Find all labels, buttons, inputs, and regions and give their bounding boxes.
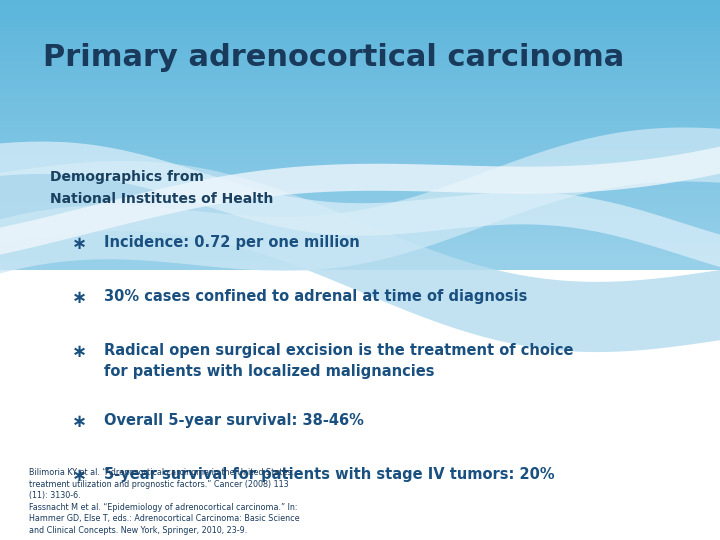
Text: ∗: ∗ xyxy=(72,235,87,253)
Bar xyxy=(0,168,720,176)
Bar xyxy=(0,310,720,317)
Bar xyxy=(0,276,720,284)
Bar xyxy=(0,324,720,330)
Bar xyxy=(0,249,720,256)
Bar xyxy=(0,195,720,202)
Bar xyxy=(0,486,720,492)
Text: 5-year survival for patients with stage IV tumors: 20%: 5-year survival for patients with stage … xyxy=(104,467,555,482)
Polygon shape xyxy=(0,141,720,267)
Bar xyxy=(0,237,720,243)
Bar xyxy=(0,27,720,33)
Bar xyxy=(0,243,720,249)
Bar xyxy=(0,108,720,115)
Bar xyxy=(0,148,720,156)
Bar xyxy=(0,492,720,500)
Polygon shape xyxy=(0,161,720,352)
Bar xyxy=(0,222,720,230)
Bar xyxy=(0,263,720,270)
Bar xyxy=(0,209,720,216)
Bar xyxy=(0,411,720,418)
Text: Primary adrenocortical carcinoma: Primary adrenocortical carcinoma xyxy=(43,43,624,72)
Bar xyxy=(0,345,720,351)
Bar xyxy=(0,507,720,513)
Bar xyxy=(0,128,720,135)
Bar xyxy=(0,303,720,310)
Bar xyxy=(0,384,720,391)
Polygon shape xyxy=(0,127,720,273)
Bar xyxy=(0,202,720,209)
Bar xyxy=(0,81,720,87)
Bar xyxy=(0,432,720,438)
Text: 30% cases confined to adrenal at time of diagnosis: 30% cases confined to adrenal at time of… xyxy=(104,289,528,304)
Bar xyxy=(0,472,720,480)
Bar xyxy=(0,399,720,405)
Bar xyxy=(0,162,720,168)
Bar xyxy=(0,74,720,81)
Bar xyxy=(0,500,720,507)
Bar xyxy=(0,330,720,338)
Bar xyxy=(0,14,720,20)
Text: National Institutes of Health: National Institutes of Health xyxy=(50,192,274,206)
Text: Radical open surgical excision is the treatment of choice
for patients with loca: Radical open surgical excision is the tr… xyxy=(104,343,574,379)
Bar xyxy=(0,270,720,540)
Text: ∗: ∗ xyxy=(72,467,87,485)
Bar xyxy=(0,418,720,426)
Bar xyxy=(0,297,720,303)
Bar xyxy=(0,270,720,276)
Text: ∗: ∗ xyxy=(72,343,87,361)
Bar xyxy=(0,426,720,432)
Polygon shape xyxy=(0,147,720,255)
Bar xyxy=(0,122,720,128)
Bar xyxy=(0,526,720,534)
Bar xyxy=(0,102,720,108)
Bar xyxy=(0,54,720,60)
Bar xyxy=(0,87,720,94)
Bar xyxy=(0,480,720,486)
Text: ∗: ∗ xyxy=(72,289,87,307)
Bar xyxy=(0,465,720,472)
Bar xyxy=(0,513,720,519)
Text: Incidence: 0.72 per one million: Incidence: 0.72 per one million xyxy=(104,235,360,250)
Bar xyxy=(0,141,720,149)
Bar xyxy=(0,6,720,14)
Text: Demographics from: Demographics from xyxy=(50,170,204,184)
Bar xyxy=(0,183,720,189)
Bar xyxy=(0,176,720,183)
Bar xyxy=(0,94,720,102)
Bar xyxy=(0,338,720,345)
Bar xyxy=(0,47,720,54)
Bar xyxy=(0,405,720,411)
Bar xyxy=(0,357,720,364)
Bar xyxy=(0,438,720,445)
Bar xyxy=(0,230,720,237)
Bar xyxy=(0,519,720,526)
Bar xyxy=(0,534,720,540)
Text: Overall 5-year survival: 38-46%: Overall 5-year survival: 38-46% xyxy=(104,413,364,428)
Bar xyxy=(0,453,720,459)
Bar xyxy=(0,189,720,195)
Text: ∗: ∗ xyxy=(72,413,87,431)
Bar xyxy=(0,60,720,68)
Bar xyxy=(0,392,720,399)
Bar xyxy=(0,33,720,40)
Bar xyxy=(0,40,720,47)
Bar xyxy=(0,135,720,141)
Bar xyxy=(0,20,720,27)
Bar xyxy=(0,155,720,162)
Bar xyxy=(0,318,720,324)
Bar xyxy=(0,364,720,372)
Text: Bilimoria KY et al. “Adrenocortical carcinoma in the United States:
treatment ut: Bilimoria KY et al. “Adrenocortical carc… xyxy=(29,468,300,535)
Bar xyxy=(0,0,720,6)
Bar xyxy=(0,115,720,122)
Bar xyxy=(0,372,720,378)
Bar xyxy=(0,351,720,357)
Bar xyxy=(0,459,720,465)
Bar xyxy=(0,256,720,263)
Bar xyxy=(0,216,720,222)
Bar xyxy=(0,378,720,384)
Bar xyxy=(0,291,720,297)
Bar xyxy=(0,284,720,291)
Bar xyxy=(0,446,720,453)
Bar xyxy=(0,68,720,74)
